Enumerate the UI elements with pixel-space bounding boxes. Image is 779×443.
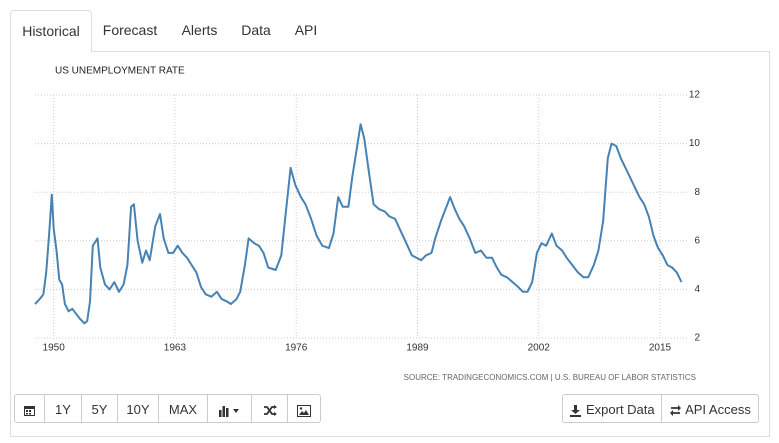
- tab[interactable]: Historical: [10, 10, 92, 53]
- export-label: Export Data: [585, 402, 655, 417]
- calendar-button[interactable]: [14, 394, 45, 423]
- tab[interactable]: Forecast: [102, 22, 158, 38]
- y-tick-label: 10: [689, 138, 701, 149]
- chart-type-button[interactable]: [207, 394, 252, 423]
- x-tick-label: 1963: [164, 343, 187, 354]
- image-button[interactable]: [287, 394, 321, 423]
- exchange-icon: [670, 405, 682, 417]
- y-tick-label: 12: [689, 90, 701, 101]
- range-button[interactable]: 5Y: [81, 394, 118, 423]
- x-tick-label: 1989: [406, 343, 429, 354]
- export-button[interactable]: Export Data: [562, 394, 662, 423]
- y-tick-label: 2: [694, 333, 700, 344]
- bar-icon: [218, 406, 239, 418]
- api-label: API Access: [685, 402, 751, 417]
- range-button[interactable]: 10Y: [117, 394, 159, 423]
- tab[interactable]: Alerts: [181, 22, 218, 38]
- y-tick-label: 4: [694, 284, 700, 295]
- chart: US UNEMPLOYMENT RATE SOURCE: TRADINGECON…: [34, 66, 701, 382]
- x-tick-label: 2015: [649, 343, 672, 354]
- image-icon: [297, 404, 311, 417]
- shuffle-icon: [263, 405, 277, 417]
- x-tick-label: 1976: [285, 343, 308, 354]
- panel: [10, 51, 770, 437]
- tab[interactable]: Data: [241, 22, 271, 38]
- api-button[interactable]: API Access: [661, 394, 759, 423]
- x-tick-label: 2002: [528, 343, 551, 354]
- chart-title: US UNEMPLOYMENT RATE: [55, 66, 185, 77]
- range-button[interactable]: 1Y: [44, 394, 82, 423]
- calendar-icon: [24, 406, 35, 417]
- download-icon: [570, 405, 582, 418]
- tab[interactable]: API: [294, 22, 318, 38]
- x-tick-label: 1950: [43, 343, 66, 354]
- shuffle-button[interactable]: [251, 394, 288, 423]
- y-tick-label: 6: [694, 235, 700, 246]
- range-button[interactable]: MAX: [158, 394, 208, 423]
- line: [34, 123, 683, 325]
- y-tick-label: 8: [694, 187, 700, 198]
- source: SOURCE: TRADINGECONOMICS.COM | U.S. BURE…: [404, 373, 696, 382]
